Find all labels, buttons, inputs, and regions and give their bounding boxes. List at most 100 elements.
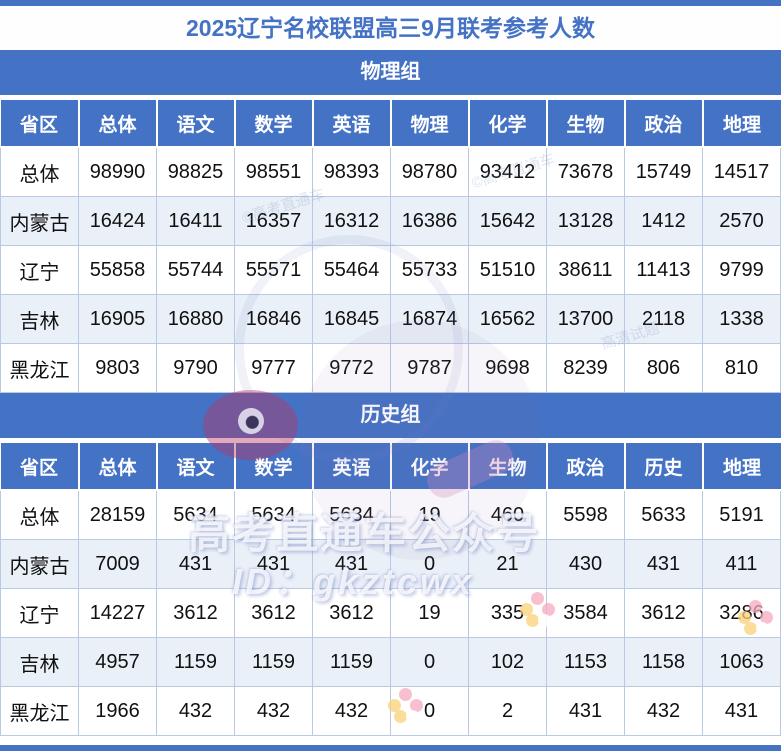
table-cell: 55858 — [78, 245, 157, 295]
table-cell: 9803 — [78, 343, 157, 393]
column-header: 英语 — [311, 98, 392, 148]
table-cell: 432 — [312, 686, 391, 736]
table-cell: 55571 — [234, 245, 313, 295]
table-cell: 16357 — [234, 196, 313, 246]
table-cell: 0 — [390, 637, 469, 687]
table-cell: 431 — [702, 686, 781, 736]
table-cell: 4957 — [78, 637, 157, 687]
table-row: 内蒙古 16424 16411 16357 16312 16386 15642 13128 14… — [0, 196, 781, 246]
header-row: 省区 总体 语文 数学 英语 物理 化学 生物 政治 地理 — [0, 98, 781, 148]
column-header: 物理 — [389, 98, 470, 148]
table-cell: 1153 — [546, 637, 625, 687]
table-cell: 16846 — [234, 294, 313, 344]
table-cell: 9698 — [468, 343, 547, 393]
header-row: 省区 总体 语文 数学 英语 化学 生物 政治 历史 地理 — [0, 441, 781, 491]
table-cell: 55464 — [312, 245, 391, 295]
table-cell: 3286 — [702, 588, 781, 638]
table-cell: 16880 — [156, 294, 235, 344]
table-cell: 98393 — [312, 146, 391, 197]
table-cell: 16845 — [312, 294, 391, 344]
table-cell: 9787 — [390, 343, 469, 393]
column-header: 语文 — [155, 441, 236, 491]
row-label: 辽宁 — [0, 245, 79, 295]
table-cell: 8239 — [546, 343, 625, 393]
table-cell: 102 — [468, 637, 547, 687]
table-cell: 1159 — [234, 637, 313, 687]
table-cell: 1338 — [702, 294, 781, 344]
history-table: 省区 总体 语文 数学 英语 化学 生物 政治 历史 地理 总体 28159 5634 5634 5634 1… — [0, 441, 781, 736]
table-cell: 5634 — [234, 489, 313, 540]
page-title: 2025辽宁名校联盟高三9月联考参考人数 — [0, 6, 781, 50]
table-cell: 13700 — [546, 294, 625, 344]
table-cell: 1966 — [78, 686, 157, 736]
row-label: 吉林 — [0, 637, 79, 687]
table-cell: 21 — [468, 539, 547, 589]
table-cell: 9777 — [234, 343, 313, 393]
table-row: 辽宁 55858 55744 55571 55464 55733 51510 38611 114… — [0, 245, 781, 295]
row-label: 内蒙古 — [0, 196, 79, 246]
table-cell: 3612 — [234, 588, 313, 638]
table-cell: 1159 — [156, 637, 235, 687]
table-row: 吉林 16905 16880 16846 16845 16874 16562 13700 211… — [0, 294, 781, 344]
row-label: 黑龙江 — [0, 686, 79, 736]
column-header: 生物 — [467, 441, 548, 491]
row-label: 黑龙江 — [0, 343, 79, 393]
table-cell: 15642 — [468, 196, 547, 246]
table-cell: 431 — [234, 539, 313, 589]
table-cell: 16312 — [312, 196, 391, 246]
top-border-bar — [0, 0, 781, 6]
table-cell: 14517 — [702, 146, 781, 197]
table-cell: 2 — [468, 686, 547, 736]
table-cell: 15749 — [624, 146, 703, 197]
table-cell: 3612 — [312, 588, 391, 638]
table-cell: 810 — [702, 343, 781, 393]
table-cell: 11413 — [624, 245, 703, 295]
table-cell: 51510 — [468, 245, 547, 295]
column-header: 数学 — [233, 441, 314, 491]
table-cell: 9799 — [702, 245, 781, 295]
table-cell: 28159 — [78, 489, 157, 540]
column-header: 省区 — [0, 98, 80, 148]
table-cell: 431 — [624, 539, 703, 589]
table-cell: 16424 — [78, 196, 157, 246]
table-cell: 432 — [234, 686, 313, 736]
column-header: 地理 — [701, 441, 781, 491]
row-label: 总体 — [0, 489, 79, 540]
table-cell: 2570 — [702, 196, 781, 246]
table-cell: 5634 — [312, 489, 391, 540]
table-row: 总体 98990 98825 98551 98393 98780 93412 73678 157… — [0, 146, 781, 197]
column-header: 语文 — [155, 98, 236, 148]
table-cell: 5634 — [156, 489, 235, 540]
table-cell: 0 — [390, 539, 469, 589]
table-cell: 431 — [156, 539, 235, 589]
group-header-history: 历史组 — [0, 393, 781, 438]
table-cell: 1159 — [312, 637, 391, 687]
table-cell: 16386 — [390, 196, 469, 246]
table-cell: 19 — [390, 588, 469, 638]
table-row: 吉林 4957 1159 1159 1159 0 102 1153 1158 1063 — [0, 637, 781, 687]
table-cell: 3612 — [156, 588, 235, 638]
table-cell: 0 — [390, 686, 469, 736]
table-cell: 55744 — [156, 245, 235, 295]
table-cell: 98780 — [390, 146, 469, 197]
table-row: 总体 28159 5634 5634 5634 19 460 5598 5633 5191 — [0, 489, 781, 540]
table-cell: 98551 — [234, 146, 313, 197]
column-header: 历史 — [623, 441, 704, 491]
table-cell: 9772 — [312, 343, 391, 393]
column-header: 化学 — [467, 98, 548, 148]
table-cell: 5191 — [702, 489, 781, 540]
table-cell: 1063 — [702, 637, 781, 687]
column-header: 数学 — [233, 98, 314, 148]
table-cell: 16411 — [156, 196, 235, 246]
table-cell: 16905 — [78, 294, 157, 344]
physics-table: 省区 总体 语文 数学 英语 物理 化学 生物 政治 地理 总体 98990 98825 98551 983… — [0, 98, 781, 393]
table-cell: 460 — [468, 489, 547, 540]
column-header: 地理 — [701, 98, 781, 148]
table-row: 黑龙江 9803 9790 9777 9772 9787 9698 8239 806 810 — [0, 343, 781, 393]
table-cell: 5598 — [546, 489, 625, 540]
table-cell: 806 — [624, 343, 703, 393]
table-cell: 98990 — [78, 146, 157, 197]
row-label: 总体 — [0, 146, 79, 197]
row-label: 吉林 — [0, 294, 79, 344]
